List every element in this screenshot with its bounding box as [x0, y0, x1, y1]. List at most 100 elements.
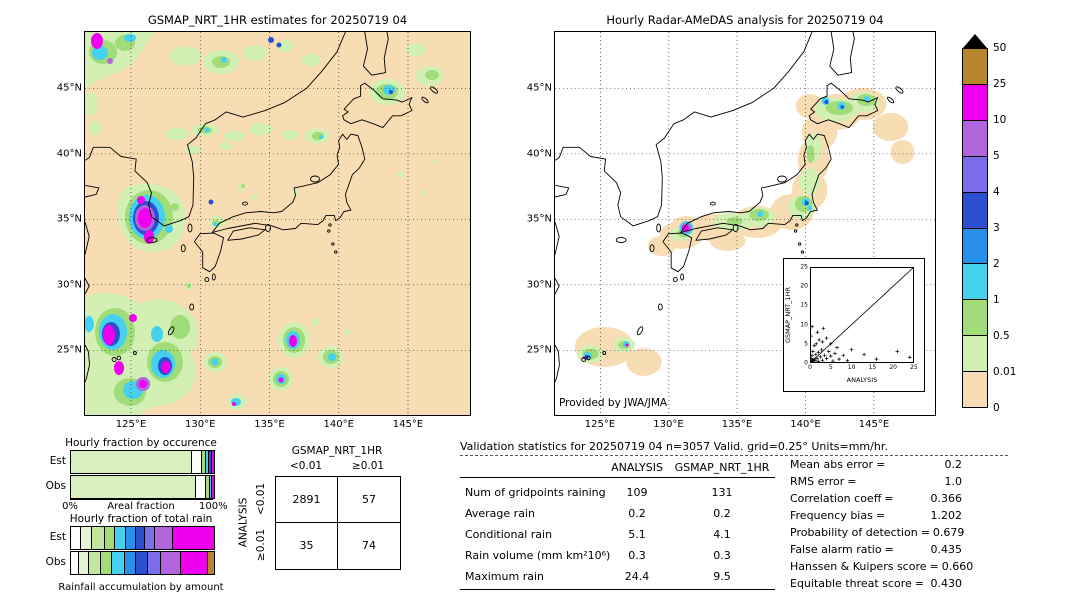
- tick-label: 145°E: [392, 419, 424, 430]
- occurrence-axis-line: [70, 499, 213, 500]
- metric-label: Probability of detection: [790, 526, 918, 539]
- occurrence-est-bar: [70, 450, 215, 474]
- stats-row: Conditional rain 5.1 4.1: [460, 525, 775, 546]
- bar-segment: [208, 451, 212, 473]
- tick-label: 125°E: [115, 419, 147, 430]
- stat-analysis-value: 24.4: [624, 570, 650, 583]
- metric-value: 1.202: [930, 509, 963, 522]
- tick-label: 0: [804, 359, 808, 367]
- contingency-row-group: ANALYSIS: [237, 497, 250, 548]
- colorbar-segment: [963, 49, 987, 84]
- bar-segment: [205, 451, 209, 473]
- contingency-row-label-ge: ≥0.01: [255, 528, 267, 562]
- bar-segment: [205, 476, 209, 498]
- bar-segment: [91, 527, 104, 549]
- colorbar-over-range-triangle: [963, 34, 987, 48]
- metric-value: 0.660: [941, 560, 974, 573]
- colorbar-tick-labels: 50 25 10 5 4 3 2 1 0.5 0.01 0: [993, 42, 1029, 414]
- tick-label: 25: [993, 78, 1007, 90]
- contingency-cell-00: 2891: [276, 477, 338, 523]
- bar-segment: [179, 552, 207, 574]
- tick-label: 125°E: [584, 419, 616, 430]
- tick-label: 40°N: [526, 148, 552, 159]
- left-map-title: GSMAP_NRT_1HR estimates for 20250719 04: [147, 13, 408, 27]
- stats-row: Num of gridpoints raining 109 131: [460, 483, 775, 504]
- metric-row: RMS error = 1.0: [790, 475, 962, 488]
- total-rain-obs-label: Obs: [45, 556, 66, 568]
- metric-label: False alarm ratio: [790, 543, 882, 556]
- tick-label: 15: [800, 301, 808, 309]
- stats-table-bottom-rule: [460, 589, 775, 590]
- colorbar-segments: [962, 48, 988, 408]
- metric-label: Equitable threat score: [790, 577, 912, 590]
- stat-label: Average rain: [465, 507, 535, 520]
- bar-segment: [159, 552, 180, 574]
- tick-label: 50: [993, 42, 1007, 54]
- total-rain-panel-title: Hourly fraction of total rain: [69, 513, 213, 525]
- metric-label: Frequency bias: [790, 509, 873, 522]
- bar-segment: [78, 552, 89, 574]
- right-map-title: Hourly Radar-AMeDAS analysis for 2025071…: [606, 13, 884, 27]
- tick-label: 20: [889, 364, 898, 371]
- right-map-canvas: [555, 32, 935, 415]
- contingency-col-label-ge: ≥0.01: [351, 460, 385, 472]
- tick-label: 130°E: [653, 419, 684, 430]
- bar-segment: [125, 527, 136, 549]
- bar-segment: [103, 527, 114, 549]
- stats-row: Average rain 0.2 0.2: [460, 504, 775, 525]
- contingency-cell-01: 57: [338, 477, 400, 523]
- metric-row: Hanssen & Kuipers score = 0.660: [790, 560, 973, 573]
- metric-row: False alarm ratio = 0.435: [790, 543, 962, 556]
- occurrence-est-label: Est: [49, 455, 66, 467]
- colorbar-segment: [963, 263, 987, 300]
- metric-value: 0.679: [932, 526, 965, 539]
- tick-label: 10: [993, 114, 1007, 126]
- tick-label: 30°N: [56, 279, 82, 290]
- occurrence-axis-min: 0%: [62, 501, 78, 512]
- metric-row: Correlation coeff = 0.366: [790, 492, 962, 505]
- metric-row: Probability of detection = 0.679: [790, 526, 965, 539]
- stats-dashed-divider: [460, 455, 1008, 456]
- inset-y-label: GSMAP_NRT_1HR: [784, 286, 792, 344]
- colorbar-segment: [963, 191, 987, 228]
- inset-y-axis: 25 20 15 10 5 0: [792, 264, 808, 367]
- tick-label: 25°N: [526, 344, 552, 356]
- equals-sign: =: [929, 560, 939, 573]
- inset-x-label: ANALYSIS: [846, 376, 878, 384]
- tick-label: 5: [993, 150, 1000, 162]
- tick-label: 140°E: [790, 419, 821, 430]
- colorbar-segment: [963, 371, 987, 408]
- one-to-one-line: [810, 267, 914, 363]
- colorbar-segment: [963, 299, 987, 336]
- metric-row: Equitable threat score = 0.430: [790, 577, 962, 590]
- inset-scatter-plot: [810, 267, 914, 363]
- occurrence-axis-max: 100%: [199, 501, 228, 512]
- contingency-col-label-lt: <0.01: [289, 460, 323, 472]
- tick-label: 0: [993, 402, 1000, 414]
- tick-label: 40°N: [56, 148, 82, 159]
- bar-segment: [211, 451, 214, 473]
- occurrence-axis-label: Areal fraction: [107, 501, 175, 512]
- contingency-col-group: GSMAP_NRT_1HR: [291, 445, 383, 457]
- tick-label: 4: [993, 186, 1000, 198]
- tick-label: 3: [993, 222, 1000, 234]
- bar-segment: [71, 451, 192, 473]
- tick-label: 20: [800, 282, 808, 290]
- left-map-canvas: [85, 32, 470, 415]
- bar-segment: [172, 527, 214, 549]
- stats-table-top-rule: [460, 477, 775, 478]
- stats-row: Rain volume (mm km²10⁶) 0.3 0.3: [460, 546, 775, 567]
- bar-segment: [79, 527, 92, 549]
- tick-label: 35°N: [56, 213, 82, 225]
- metric-value: 1.0: [944, 475, 963, 488]
- bar-segment: [71, 527, 80, 549]
- metric-label: Hanssen & Kuipers score: [790, 560, 927, 573]
- metric-value: 0.366: [930, 492, 963, 505]
- colorbar-segment: [963, 155, 987, 192]
- equals-sign: =: [876, 458, 886, 471]
- stat-analysis-value: 5.1: [628, 528, 646, 541]
- metric-row: Mean abs error = 0.2: [790, 458, 962, 471]
- scatter-points: [810, 324, 912, 363]
- stat-gsmap-value: 131: [711, 486, 733, 499]
